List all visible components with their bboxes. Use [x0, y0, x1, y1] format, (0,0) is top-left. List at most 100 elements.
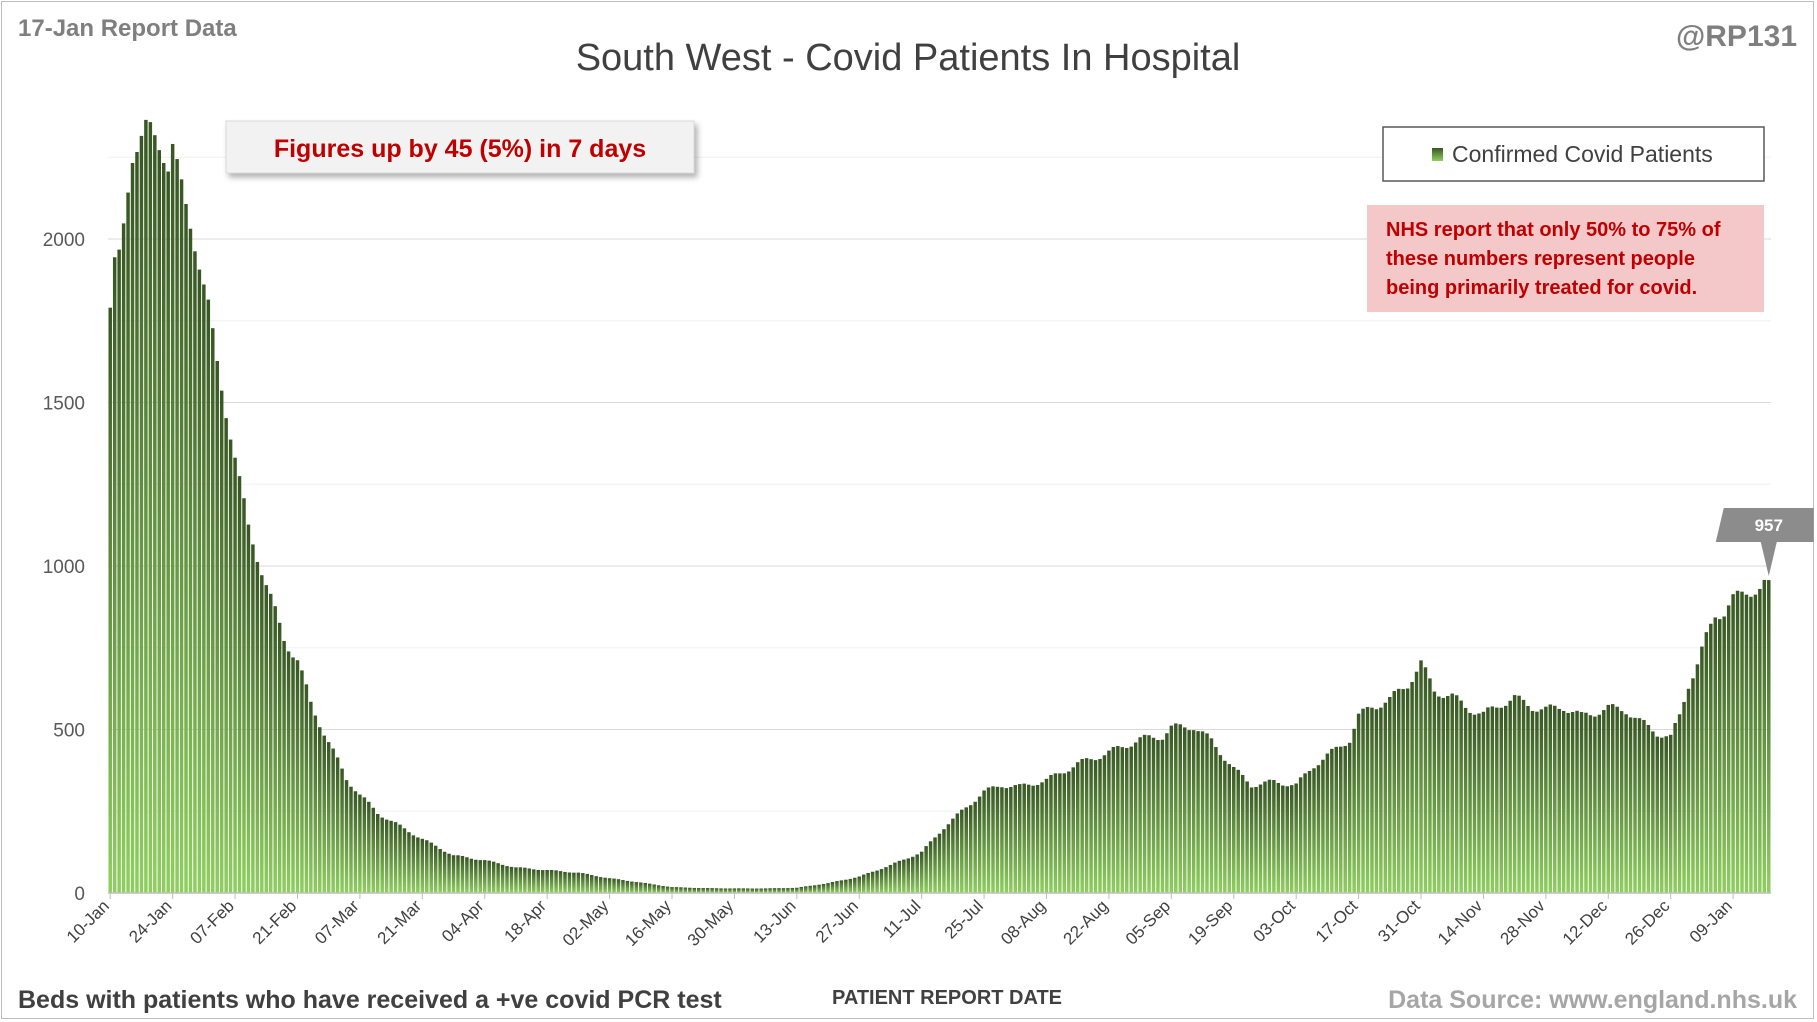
bar — [652, 884, 656, 893]
bar — [607, 878, 612, 893]
bar — [986, 787, 991, 893]
bar — [763, 888, 768, 893]
bar — [643, 882, 647, 893]
bar — [384, 819, 389, 893]
bar — [1749, 596, 1753, 893]
bar — [1165, 733, 1169, 893]
bar — [1138, 737, 1142, 893]
bar — [1561, 711, 1566, 893]
x-tick-label: 05-Sep — [1122, 896, 1174, 948]
bar — [1606, 704, 1611, 893]
bar — [1347, 742, 1352, 893]
bar — [1223, 760, 1227, 893]
bar — [465, 857, 469, 893]
bar — [1535, 711, 1539, 893]
bar — [407, 832, 411, 893]
bar — [1526, 706, 1530, 893]
bar — [237, 476, 242, 893]
bar — [1111, 746, 1116, 893]
bar — [398, 824, 402, 893]
bar — [335, 757, 340, 893]
bar — [639, 882, 643, 893]
bar — [893, 862, 897, 893]
bar — [581, 873, 585, 893]
bar — [1361, 708, 1365, 893]
bar — [1521, 699, 1526, 893]
x-axis-title: PATIENT REPORT DATE — [832, 987, 1062, 1009]
bar — [1147, 735, 1151, 893]
bar — [108, 307, 112, 893]
bar — [353, 791, 358, 893]
bar — [1704, 632, 1709, 893]
bar — [1740, 591, 1744, 893]
bar — [1084, 758, 1089, 893]
bar — [781, 888, 786, 893]
bar — [514, 867, 518, 893]
bar — [759, 888, 763, 893]
bar — [1227, 764, 1232, 893]
x-tick-label: 21-Feb — [249, 896, 301, 948]
bar — [683, 887, 688, 893]
bar — [1628, 717, 1633, 893]
x-tick-label: 14-Nov — [1434, 896, 1487, 949]
bar — [1655, 736, 1660, 893]
bar — [1441, 697, 1446, 893]
bar — [861, 874, 866, 893]
bar — [995, 786, 1000, 893]
bar — [603, 877, 607, 893]
bar — [188, 228, 193, 893]
bar — [161, 163, 166, 893]
bar — [491, 861, 496, 893]
bar — [233, 457, 237, 893]
bar — [1588, 715, 1593, 893]
bar — [1334, 746, 1339, 893]
x-tick-label: 18-Apr — [500, 896, 550, 946]
x-tick-label: 16-May — [621, 896, 675, 950]
bar — [1013, 785, 1018, 893]
bar — [1245, 781, 1249, 893]
bar — [1133, 742, 1138, 893]
bar — [1316, 765, 1321, 893]
bar — [1352, 728, 1356, 893]
bar — [416, 837, 420, 893]
bar — [1191, 730, 1196, 893]
bar — [1365, 707, 1370, 893]
bar — [527, 868, 532, 893]
x-tick-label: 30-May — [684, 896, 738, 950]
bar — [460, 855, 465, 893]
bar — [1717, 619, 1722, 893]
bar — [344, 780, 349, 893]
bar — [1486, 707, 1490, 893]
bar — [144, 119, 148, 893]
bar — [1695, 664, 1700, 893]
bar — [1758, 588, 1762, 893]
bar — [1236, 769, 1240, 893]
bar — [1566, 712, 1570, 893]
bar — [1080, 758, 1084, 893]
bar — [973, 801, 977, 893]
bar — [1593, 716, 1597, 893]
bar — [955, 813, 960, 893]
bar — [1276, 782, 1281, 893]
bar — [1405, 688, 1410, 893]
bar — [1339, 746, 1343, 893]
bar — [790, 887, 795, 893]
bar — [1512, 695, 1517, 893]
bar — [697, 888, 701, 893]
bar — [1107, 750, 1111, 893]
bar — [135, 151, 139, 893]
bar — [737, 888, 741, 893]
bar — [1437, 696, 1441, 893]
bar — [1049, 775, 1053, 893]
x-tick-label: 26-Dec — [1621, 896, 1674, 949]
bar — [1330, 748, 1334, 893]
y-tick-label: 1000 — [43, 557, 85, 578]
bar — [291, 657, 295, 893]
bar — [170, 143, 175, 893]
bar — [411, 835, 416, 893]
bar — [1477, 713, 1481, 893]
bar — [1579, 712, 1584, 893]
note-line-2: these numbers represent people — [1386, 248, 1695, 270]
x-tick-label: 22-Aug — [1060, 896, 1112, 948]
bar — [1450, 693, 1454, 893]
